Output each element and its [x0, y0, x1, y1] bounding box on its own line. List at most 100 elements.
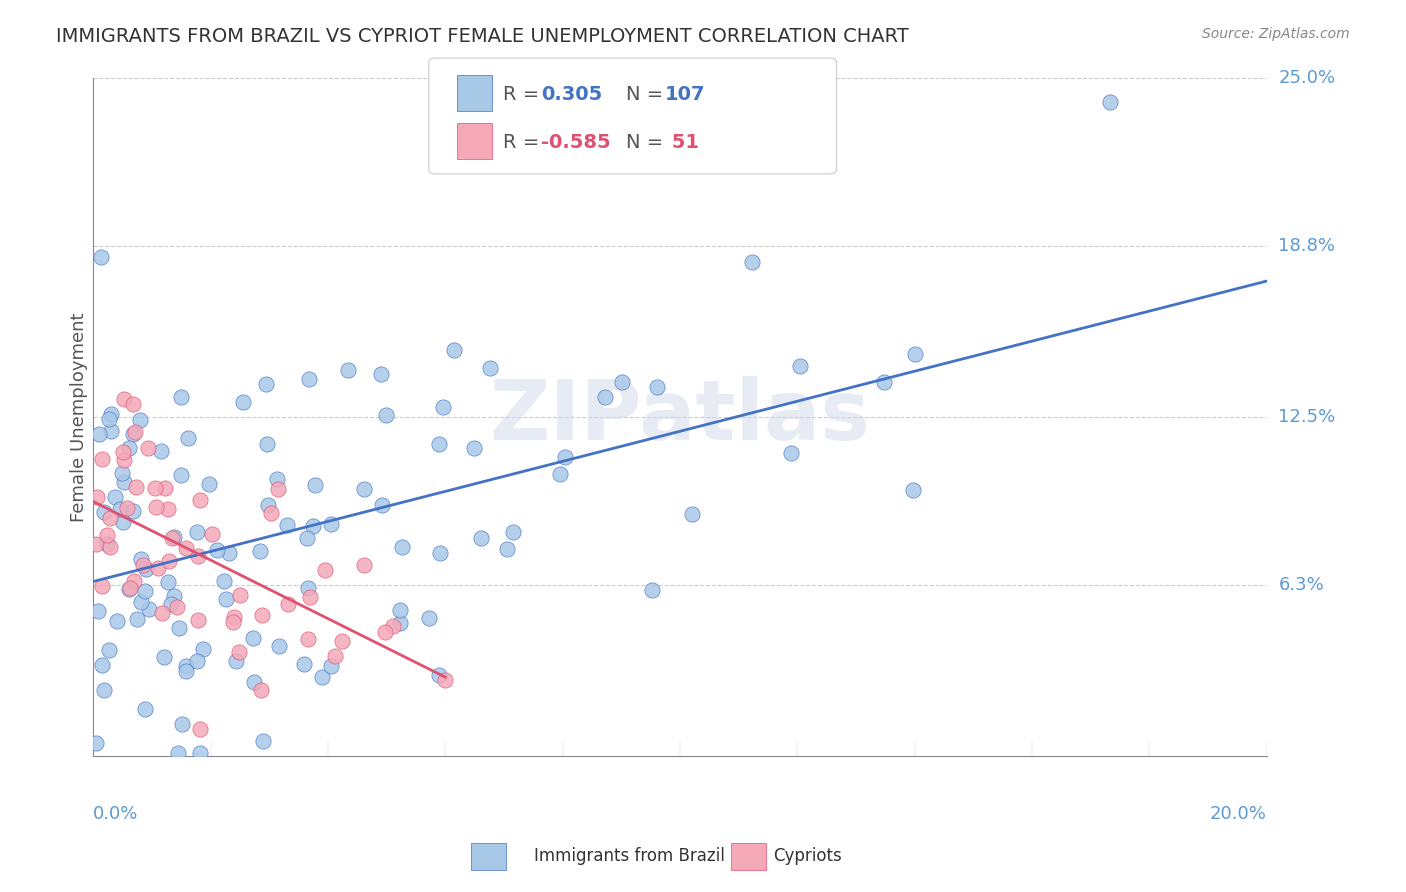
Point	[201, 527, 224, 541]
Point	[228, 589, 250, 603]
Point	[166, 599, 188, 614]
Point	[389, 602, 412, 616]
Point	[254, 376, 277, 391]
Text: 51: 51	[665, 133, 699, 152]
Point	[299, 590, 322, 604]
Text: IMMIGRANTS FROM BRAZIL VS CYPRIOT FEMALE UNEMPLOYMENT CORRELATION CHART: IMMIGRANTS FROM BRAZIL VS CYPRIOT FEMALE…	[56, 27, 910, 45]
Point	[901, 483, 924, 497]
Point	[111, 466, 134, 480]
Point	[502, 525, 524, 540]
Point	[298, 372, 321, 386]
Point	[138, 602, 160, 616]
Point	[228, 645, 250, 659]
Point	[176, 431, 198, 445]
Point	[297, 581, 319, 595]
Point	[190, 747, 212, 761]
Point	[122, 574, 145, 588]
Point	[118, 442, 141, 456]
Point	[121, 397, 143, 411]
Point	[681, 507, 703, 521]
Point	[432, 401, 454, 415]
Point	[112, 515, 135, 529]
Point	[112, 453, 135, 467]
Point	[330, 633, 353, 648]
Text: R =: R =	[503, 85, 546, 103]
Point	[104, 490, 127, 504]
Text: 6.3%: 6.3%	[1278, 576, 1324, 594]
Point	[1099, 95, 1122, 110]
Text: 12.5%: 12.5%	[1278, 408, 1336, 425]
Text: N =: N =	[626, 133, 662, 152]
Point	[163, 589, 186, 603]
Point	[100, 408, 122, 422]
Point	[641, 583, 664, 598]
Point	[250, 607, 273, 622]
Point	[418, 611, 440, 625]
Point	[187, 613, 209, 627]
Point	[388, 616, 411, 631]
Point	[375, 409, 398, 423]
Point	[156, 501, 179, 516]
Point	[125, 480, 148, 494]
Point	[159, 597, 181, 611]
Text: Cypriots: Cypriots	[773, 847, 842, 865]
Point	[87, 604, 110, 618]
Point	[610, 375, 633, 389]
Point	[429, 436, 451, 450]
Text: 107: 107	[665, 85, 706, 103]
Point	[297, 632, 319, 646]
Point	[93, 682, 115, 697]
Point	[353, 558, 375, 572]
Point	[218, 546, 240, 560]
Point	[163, 530, 186, 544]
Point	[167, 621, 190, 635]
Point	[374, 624, 396, 639]
Point	[91, 452, 114, 467]
Point	[224, 610, 246, 624]
Point	[353, 482, 375, 496]
Text: Female Unemployment: Female Unemployment	[70, 312, 89, 522]
Point	[314, 563, 336, 577]
Point	[118, 581, 141, 595]
Point	[86, 490, 108, 504]
Point	[138, 442, 160, 456]
Point	[301, 518, 323, 533]
Point	[170, 390, 193, 404]
Point	[129, 595, 152, 609]
Point	[257, 499, 280, 513]
Point	[232, 395, 254, 409]
Point	[96, 528, 118, 542]
Point	[149, 443, 172, 458]
Point	[319, 516, 342, 531]
Point	[186, 654, 208, 668]
Point	[84, 536, 107, 550]
Point	[595, 390, 617, 404]
Point	[741, 255, 763, 269]
Point	[267, 639, 290, 653]
Point	[93, 505, 115, 519]
Point	[112, 445, 135, 459]
Point	[249, 544, 271, 558]
Point	[277, 597, 299, 611]
Point	[89, 427, 111, 442]
Point	[789, 359, 811, 373]
Text: -0.585: -0.585	[541, 133, 612, 152]
Point	[215, 591, 238, 606]
Point	[222, 615, 245, 630]
Point	[256, 436, 278, 450]
Point	[645, 380, 668, 394]
Point	[96, 537, 118, 551]
Point	[187, 549, 209, 564]
Point	[325, 648, 347, 663]
Point	[153, 481, 176, 495]
Point	[174, 541, 197, 555]
Point	[252, 734, 274, 748]
Point	[100, 511, 122, 525]
Point	[112, 475, 135, 489]
Point	[548, 467, 571, 481]
Point	[170, 468, 193, 483]
Point	[496, 541, 519, 556]
Point	[134, 584, 156, 599]
Text: N =: N =	[626, 85, 662, 103]
Point	[100, 425, 122, 439]
